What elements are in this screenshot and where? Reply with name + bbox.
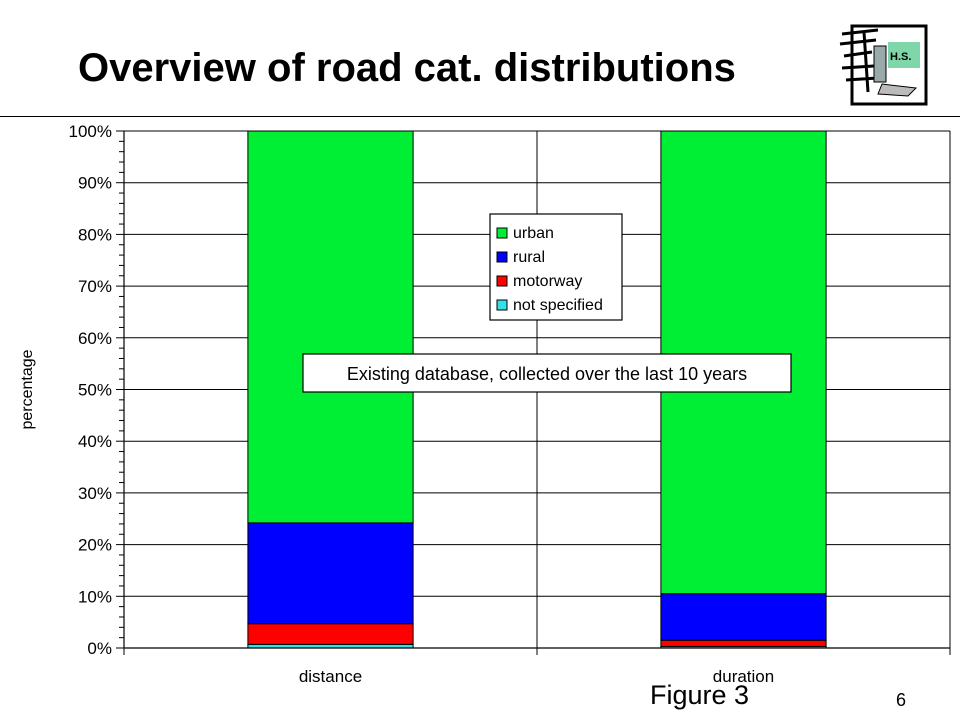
legend-swatch-rural bbox=[496, 251, 508, 263]
legend-label: motorway bbox=[513, 273, 582, 290]
x-tick-label: duration bbox=[713, 667, 774, 686]
legend: urban rural motorway not specified bbox=[489, 213, 623, 321]
legend-label: rural bbox=[513, 249, 545, 266]
axes bbox=[116, 130, 951, 655]
bar-segment-distance-urban bbox=[247, 130, 414, 524]
y-tick-label: 10% bbox=[78, 587, 112, 606]
y-tick-label: 60% bbox=[78, 329, 112, 348]
y-tick-label: 100% bbox=[69, 122, 112, 141]
x-tick-label: distance bbox=[299, 667, 362, 686]
y-tick-label: 90% bbox=[78, 174, 112, 193]
callout-box: Existing database, collected over the la… bbox=[302, 353, 792, 393]
legend-swatch-not-specified bbox=[496, 299, 508, 311]
x-tick-labels: distance duration bbox=[299, 667, 774, 686]
callout-text: Existing database, collected over the la… bbox=[347, 364, 747, 384]
stacked-bar-chart: 0% 10% 20% 30% 40% 50% 60% 70% 80% 90% 100% distan… bbox=[19, 122, 951, 686]
bar-segment-distance-rural bbox=[247, 522, 414, 625]
figure-label: Figure 3 bbox=[650, 680, 750, 710]
logo-text: H.S. bbox=[890, 51, 911, 63]
legend-swatch-urban bbox=[496, 227, 508, 239]
bar-segment-distance-motorway bbox=[247, 623, 414, 645]
legend-label: not specified bbox=[513, 297, 603, 314]
legend-swatch-motorway bbox=[496, 275, 508, 287]
y-tick-label: 70% bbox=[78, 277, 112, 296]
slide-number: 6 bbox=[896, 690, 907, 710]
slide-title: Overview of road cat. distributions bbox=[78, 46, 736, 90]
y-tick-label: 40% bbox=[78, 432, 112, 451]
bar-segment-duration-rural bbox=[660, 593, 827, 641]
y-tick-label: 20% bbox=[78, 536, 112, 555]
y-axis-label: percentage bbox=[19, 349, 36, 429]
title-divider bbox=[0, 116, 960, 117]
legend-box bbox=[489, 213, 623, 321]
y-tick-label: 80% bbox=[78, 225, 112, 244]
hs-logo: H.S. bbox=[839, 24, 928, 106]
y-tick-label: 30% bbox=[78, 484, 112, 503]
legend-label: urban bbox=[513, 225, 554, 242]
y-tick-label: 50% bbox=[78, 381, 112, 400]
bar-segment-duration-motorway bbox=[660, 639, 827, 647]
y-tick-labels: 0% 10% 20% 30% 40% 50% 60% 70% 80% 90% 100% bbox=[69, 122, 112, 658]
y-tick-label: 0% bbox=[87, 639, 112, 658]
